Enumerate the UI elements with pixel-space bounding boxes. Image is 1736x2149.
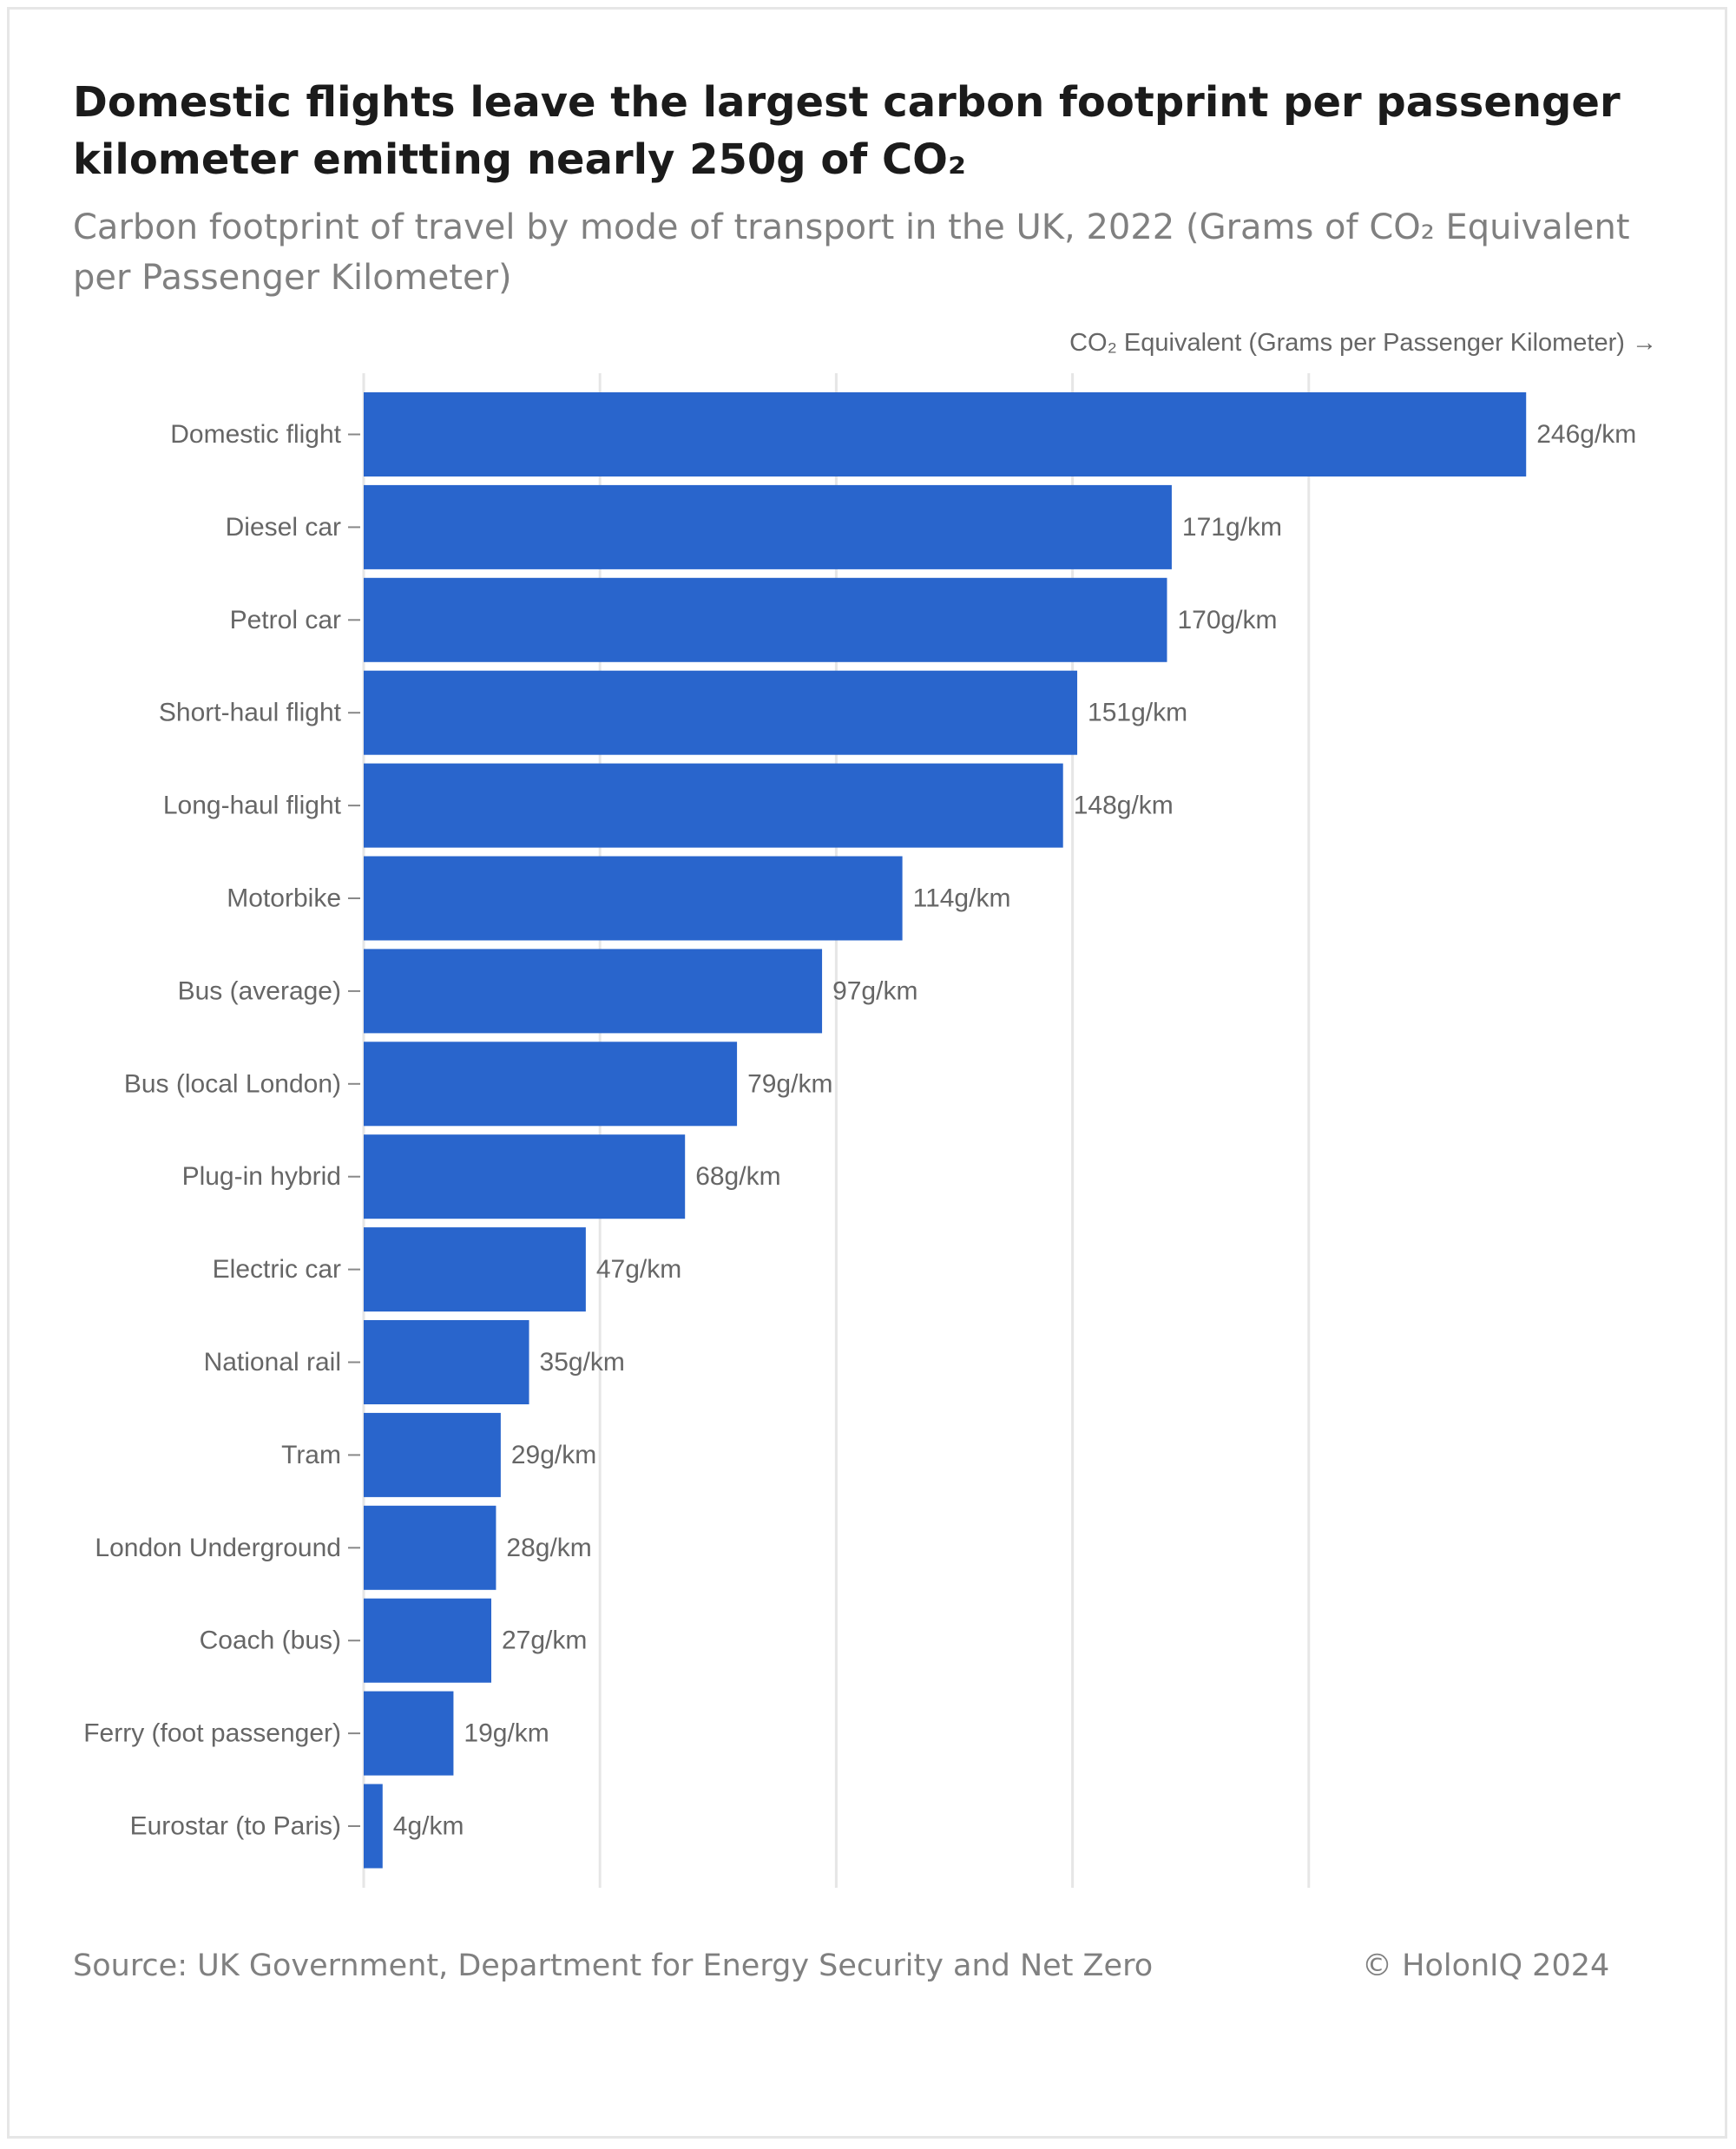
bar bbox=[364, 1691, 454, 1776]
bar bbox=[364, 670, 1078, 755]
bar bbox=[364, 1412, 501, 1497]
category-label: Ferry (foot passenger) bbox=[83, 1719, 341, 1748]
data-label: 148g/km bbox=[1074, 792, 1174, 820]
data-label: 68g/km bbox=[695, 1162, 780, 1191]
bar bbox=[364, 392, 1527, 476]
data-label: 79g/km bbox=[747, 1069, 832, 1098]
bar bbox=[364, 1784, 383, 1869]
category-label: Tram bbox=[281, 1441, 341, 1469]
category-label: Short-haul flight bbox=[159, 699, 342, 727]
bar bbox=[364, 856, 903, 941]
category-label: Bus (local London) bbox=[124, 1069, 341, 1098]
bar bbox=[364, 949, 823, 1034]
data-label: 19g/km bbox=[464, 1719, 549, 1748]
category-label: Diesel car bbox=[226, 513, 341, 542]
data-label: 246g/km bbox=[1536, 420, 1636, 449]
source-note: Source: UK Government, Department for En… bbox=[73, 1949, 1154, 1983]
bar bbox=[364, 1134, 686, 1219]
data-label: 35g/km bbox=[540, 1348, 625, 1377]
copyright-note: © HolonIQ 2024 bbox=[1362, 1949, 1610, 1983]
data-label: 4g/km bbox=[393, 1812, 464, 1841]
chart-subtitle: Carbon footprint of travel by mode of tr… bbox=[73, 207, 1630, 298]
data-label: 27g/km bbox=[502, 1627, 587, 1655]
bar bbox=[364, 763, 1063, 848]
category-label: Plug-in hybrid bbox=[182, 1162, 341, 1191]
category-label: Bus (average) bbox=[178, 976, 341, 1005]
data-label: 171g/km bbox=[1182, 513, 1282, 542]
category-label: Petrol car bbox=[230, 606, 341, 634]
category-label: Electric car bbox=[213, 1255, 341, 1284]
bar bbox=[364, 1320, 529, 1404]
bar bbox=[364, 484, 1172, 569]
category-label: Motorbike bbox=[227, 884, 341, 913]
chart-card: Domestic flights leave the largest carbo… bbox=[7, 7, 1727, 2139]
data-label: 114g/km bbox=[913, 884, 1011, 913]
bar bbox=[364, 1042, 738, 1127]
category-label: Domestic flight bbox=[170, 420, 341, 449]
bar bbox=[364, 1505, 496, 1590]
data-label: 29g/km bbox=[511, 1441, 596, 1469]
category-label: Coach (bus) bbox=[200, 1627, 341, 1655]
bar bbox=[364, 1598, 491, 1683]
bar bbox=[364, 1227, 586, 1312]
data-label: 28g/km bbox=[506, 1534, 591, 1562]
data-label: 170g/km bbox=[1177, 606, 1277, 634]
category-label: London Underground bbox=[95, 1534, 341, 1562]
data-label: 151g/km bbox=[1088, 699, 1187, 727]
bar bbox=[364, 577, 1167, 662]
data-label: 97g/km bbox=[832, 976, 917, 1005]
data-label: 47g/km bbox=[596, 1255, 681, 1284]
category-label: National rail bbox=[204, 1348, 341, 1377]
category-label: Eurostar (to Paris) bbox=[130, 1812, 341, 1841]
x-axis-title: CO₂ Equivalent (Grams per Passenger Kilo… bbox=[1069, 329, 1657, 357]
chart-title: Domestic flights leave the largest carbo… bbox=[73, 78, 1621, 184]
category-label: Long-haul flight bbox=[163, 792, 342, 820]
